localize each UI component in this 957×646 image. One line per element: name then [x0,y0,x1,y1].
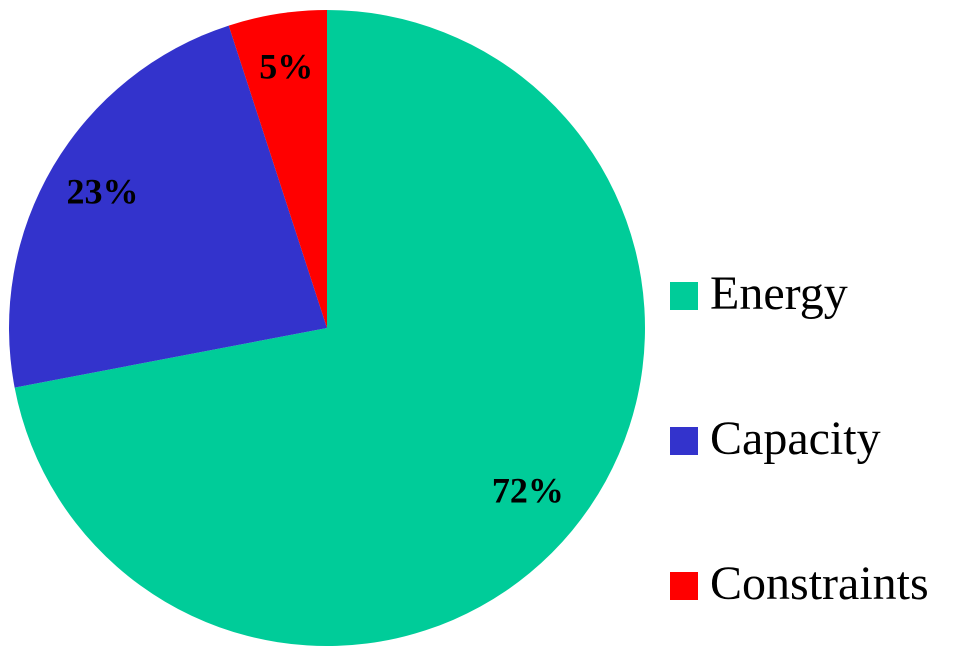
slice-label: 23% [67,172,139,212]
legend-swatch [670,427,698,455]
legend-label: Energy [710,267,848,320]
legend-label: Constraints [710,557,929,610]
slice-label: 5% [259,47,313,87]
pie-slice [228,10,327,328]
legend-label: Capacity [710,412,881,465]
slice-label: 72% [492,470,564,510]
pie-slice [14,10,646,646]
legend-swatch [670,282,698,310]
legend-swatch [670,572,698,600]
pie-slice [8,25,327,388]
